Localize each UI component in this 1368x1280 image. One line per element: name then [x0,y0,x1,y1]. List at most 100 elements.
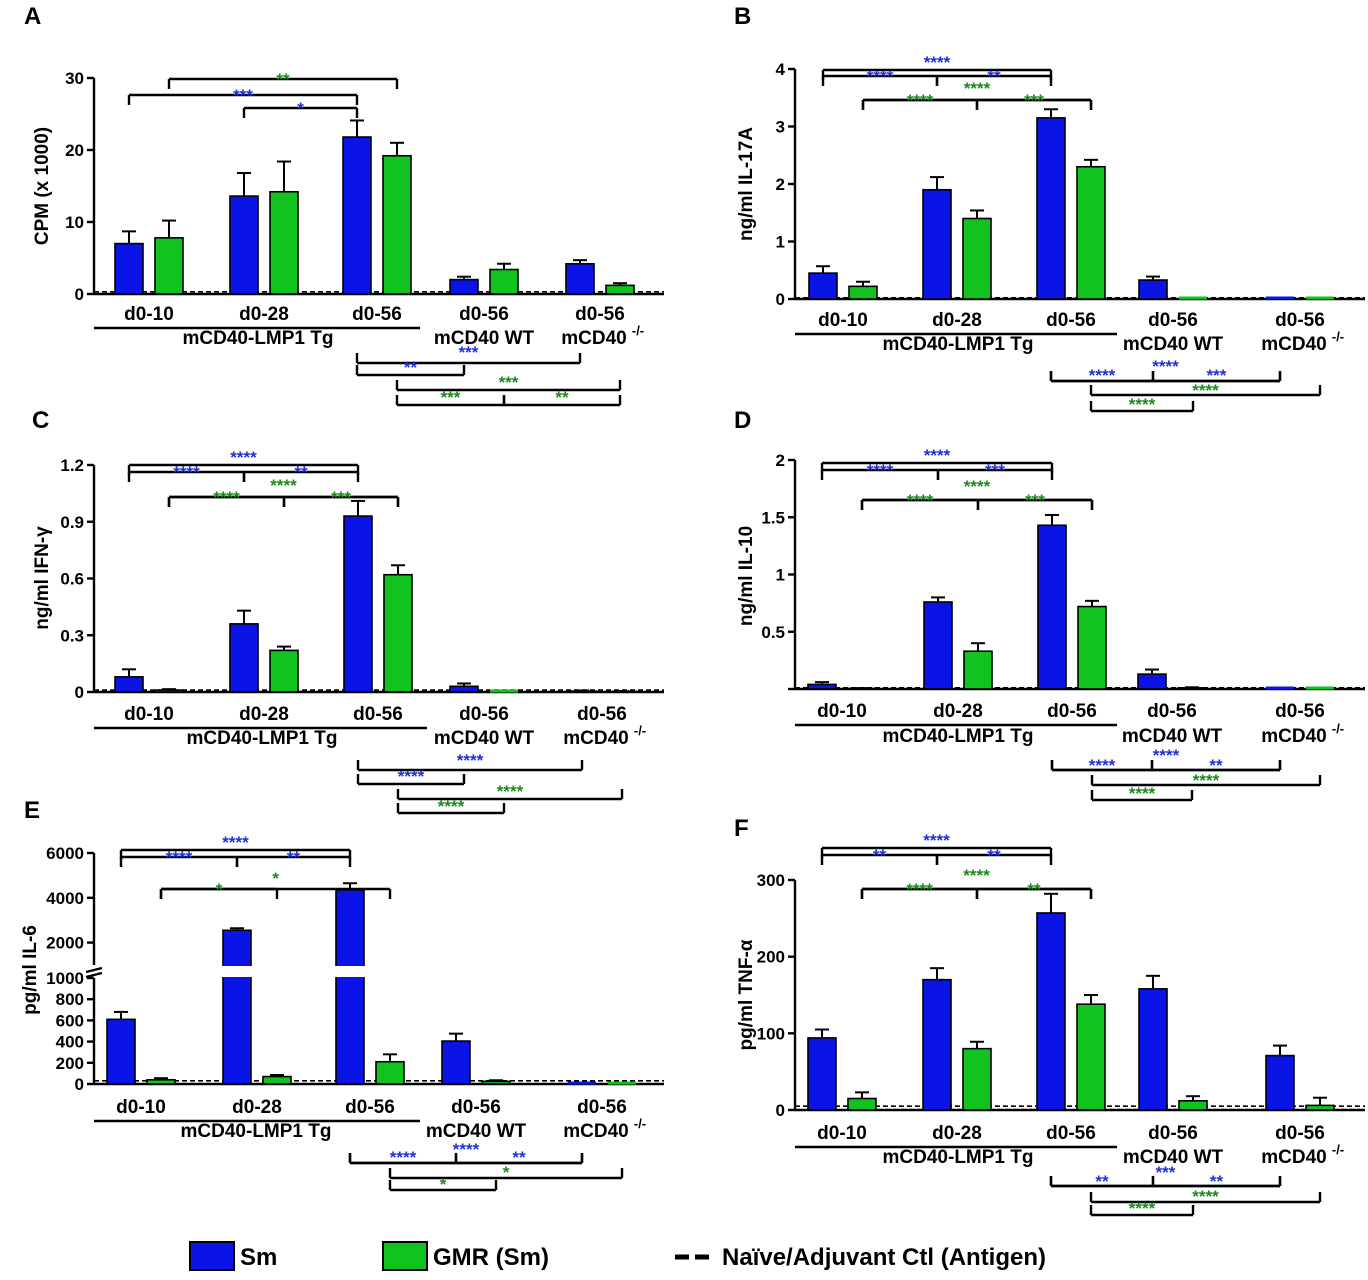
legend-label-sm: Sm [240,1244,277,1271]
sig-stars: *** [459,343,479,362]
y-tick-label: 100 [757,1024,785,1043]
panel-E: E 0 200 400 600 800 1000 2000 4000 6000 pg/ml IL-6… [20,797,664,1194]
category-label: d0-56 [1046,1123,1096,1144]
bar-sm [1036,912,1066,1111]
bar-sm [114,676,144,693]
bar-gmr [154,689,184,693]
sig-stars: **** [230,448,257,467]
category-label: d0-56 [577,704,627,725]
group-label: mCD40 [1261,334,1326,355]
panel-F: F 0 100 200 300 pg/ml TNF-α d0-10 d0-28 d0-56 d0-… [734,815,1365,1218]
axis-break-mark [85,966,103,974]
group-label: mCD40 [563,728,628,749]
y-axis-label: ng/ml IFN-γ [32,526,53,630]
group-label: mCD40 WT [1123,1147,1224,1168]
panel-D: D 0.5 1 1.5 2 ng/ml IL-10 d0-10 d0-28 d0-56 d0-56… [734,407,1365,803]
sig-stars: **** [270,476,297,495]
sig-stars: ** [1210,1172,1224,1191]
y-tick-label: 0.5 [761,623,785,642]
bar-gmr [1076,165,1106,300]
sig-stars: **** [1129,784,1156,803]
sig-stars: **** [1129,395,1156,414]
y-tick-label: 0.9 [60,513,84,532]
sig-stars: **** [924,446,951,465]
category-label: d0-56 [1148,1123,1198,1144]
bar-gmr [1076,1003,1106,1111]
bar-sm [342,136,372,295]
group-label: mCD40-LMP1 Tg [183,328,334,349]
sig-stars: **** [907,491,934,510]
category-label: d0-10 [818,310,868,331]
sig-stars: **** [1089,366,1116,385]
bar-gmr [382,154,412,295]
bar-gmr [154,237,184,295]
sig-stars: * [503,1163,510,1182]
bar-gmr [262,1075,292,1085]
sig-stars: ** [1209,756,1223,775]
category-label: d0-10 [817,1123,867,1144]
sig-stars: *** [233,86,253,105]
sig-stars: ** [512,1148,526,1167]
sig-stars: **** [438,797,465,816]
group-label: mCD40 WT [426,1121,527,1142]
category-label: d0-56 [1275,310,1325,331]
bar-gmr [605,284,635,295]
sig-stars: **** [1192,381,1219,400]
sig-stars: ** [294,463,308,482]
bar-sm [335,889,365,1085]
y-tick-label: 1 [776,566,785,585]
bar-sm [1138,988,1168,1111]
y-tick-label: 1000 [46,969,84,988]
sig-stars: ** [1027,880,1041,899]
panel-letter: D [734,407,751,434]
bar-gmr [383,573,413,693]
bar-sm [114,242,144,295]
bar-break-gap [222,966,252,977]
bar-gmr [848,285,878,300]
panel-letter: A [24,3,41,30]
group-superscript: -/- [634,723,646,738]
sig-stars: **** [213,488,240,507]
category-label: d0-28 [239,704,289,725]
y-tick-label: 6000 [46,844,84,863]
sig-stars: **** [924,53,951,72]
legend-label-gmr: GMR (Sm) [433,1244,549,1271]
bar-gmr [963,650,993,690]
group-label: mCD40 WT [434,328,535,349]
category-label: d0-56 [451,1097,501,1118]
group-superscript: -/- [632,323,644,338]
sig-stars: **** [1129,1199,1156,1218]
sig-stars: *** [1024,91,1044,110]
y-tick-label: 2 [776,175,785,194]
sig-stars: *** [499,373,519,392]
category-label: d0-56 [1047,701,1097,722]
group-label: mCD40-LMP1 Tg [181,1121,332,1142]
sig-stars: **** [964,477,991,496]
sig-stars: ** [873,846,887,865]
y-tick-label: 10 [65,213,84,232]
category-label: d0-28 [932,310,982,331]
bar-sm [923,601,953,690]
sig-stars: * [216,880,223,899]
sig-stars: *** [1156,1163,1176,1182]
y-tick-label: 0 [776,290,785,309]
panel-letter: E [24,797,40,824]
y-tick-label: 200 [757,948,785,967]
group-superscript: -/- [634,1116,646,1131]
panel-letter: B [734,3,751,30]
sig-stars: *** [331,488,351,507]
bar-sm [807,683,837,690]
sig-stars: **** [867,461,894,480]
group-label: mCD40-LMP1 Tg [883,334,1034,355]
bar-sm [1265,1054,1295,1111]
bar-sm [449,278,479,295]
group-label: mCD40-LMP1 Tg [187,728,338,749]
legend-label-ctl: Naïve/Adjuvant Ctl (Antigen) [722,1244,1046,1271]
bar-sm [441,1040,471,1085]
category-label: d0-56 [1275,1123,1325,1144]
panel-C: C 0 0.3 0.6 0.9 1.2 ng/ml IFN-γ d0-10 d0-28 d0-56… [32,407,664,816]
y-tick-label: 2 [776,451,785,470]
sig-stars: **** [867,67,894,86]
sig-stars: **** [453,1140,480,1159]
